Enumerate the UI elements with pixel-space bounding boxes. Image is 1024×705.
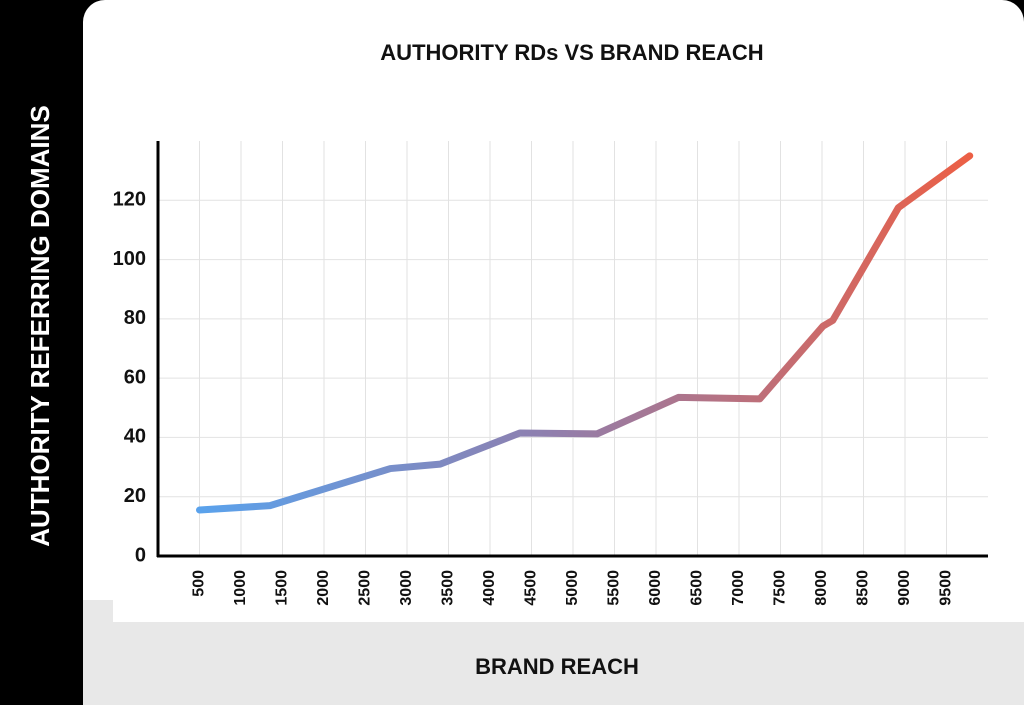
y-tick-label: 60 <box>124 366 146 388</box>
x-tick-label: 1000 <box>232 570 249 606</box>
x-tick-label: 4000 <box>481 570 498 606</box>
x-tick-label: 8500 <box>855 570 872 606</box>
x-tick-label: 5000 <box>564 570 581 606</box>
y-axis-label: AUTHORITY REFERRING DOMAINS <box>25 105 55 547</box>
footer-corner <box>83 600 113 705</box>
y-tick-label: 100 <box>113 248 146 270</box>
x-tick-label: 6000 <box>647 570 664 606</box>
x-tick-label: 4500 <box>523 570 540 606</box>
x-tick-label: 9500 <box>938 570 955 606</box>
x-tick-label: 500 <box>191 570 208 597</box>
chart-title: AUTHORITY RDs VS BRAND REACH <box>380 40 763 65</box>
y-tick-label: 40 <box>124 426 146 448</box>
x-tick-label: 3000 <box>398 570 415 606</box>
x-tick-label: 1500 <box>274 570 291 606</box>
y-tick-label: 20 <box>124 485 146 507</box>
line <box>196 152 974 514</box>
x-tick-label: 2000 <box>315 570 332 606</box>
x-tick-label: 5500 <box>606 570 623 606</box>
panel <box>83 0 1024 705</box>
x-tick-label: 7500 <box>772 570 789 606</box>
y-tick-label: 80 <box>124 307 146 329</box>
y-tick-label: 0 <box>135 544 146 566</box>
x-tick-label: 9000 <box>896 570 913 606</box>
x-tick-label: 7000 <box>730 570 747 606</box>
x-axis-label: BRAND REACH <box>475 654 639 679</box>
x-tick-label: 8000 <box>813 570 830 606</box>
x-tick-label: 3500 <box>440 570 457 606</box>
plot-area: 0 20 40 60 80 100 120 500 1000 1500 2000 2500 3000 35… <box>113 141 988 606</box>
footer-band <box>83 622 1024 705</box>
y-tick-label: 120 <box>113 189 146 211</box>
x-tick-label: 2500 <box>357 570 374 606</box>
x-tick-label: 6500 <box>689 570 706 606</box>
